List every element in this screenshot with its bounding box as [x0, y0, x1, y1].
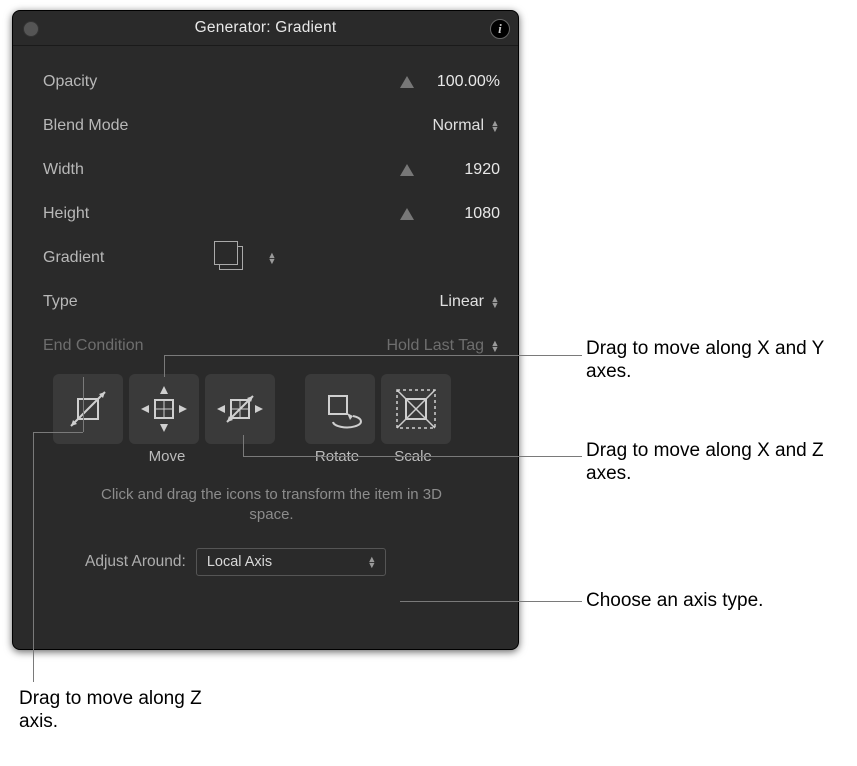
chevron-updown-icon [367, 556, 377, 568]
rotate-icon [313, 382, 367, 436]
opacity-row: Opacity 100.00% [43, 60, 500, 104]
width-slider[interactable] [400, 164, 414, 176]
blend-mode-row: Blend Mode Normal [43, 104, 500, 148]
leader-line [83, 377, 84, 432]
end-condition-label: End Condition [43, 337, 223, 355]
panel-title: Generator: Gradient [195, 19, 337, 37]
adjust-around-select[interactable]: Local Axis [196, 548, 386, 576]
titlebar: Generator: Gradient i [13, 11, 518, 46]
leader-line [164, 355, 165, 377]
adjust-around-label: Adjust Around: [85, 553, 186, 571]
move-label: Move [129, 448, 205, 465]
move-z-tool[interactable] [53, 374, 123, 444]
leader-line [243, 435, 244, 456]
move-xz-tool[interactable] [205, 374, 275, 444]
scale-icon [389, 382, 443, 436]
callout-move-xz: Drag to move along X and Z axes. [586, 440, 857, 486]
gradient-row: Gradient [43, 236, 500, 280]
blend-mode-value: Normal [432, 117, 484, 135]
leader-line [33, 432, 83, 433]
adjust-around-value: Local Axis [207, 554, 272, 570]
close-button[interactable] [23, 21, 39, 37]
opacity-value[interactable]: 100.00% [424, 73, 500, 91]
type-popup[interactable]: Linear [440, 293, 500, 311]
end-condition-popup: Hold Last Tag [386, 337, 500, 355]
end-condition-row: End Condition Hold Last Tag [43, 324, 500, 368]
callout-move-z: Drag to move along Z axis. [19, 688, 239, 734]
type-value: Linear [440, 293, 484, 311]
chevron-updown-icon [490, 120, 500, 132]
chevron-updown-icon [490, 296, 500, 308]
move-xy-icon [137, 382, 191, 436]
leader-line [33, 432, 34, 682]
move-xy-tool[interactable] [129, 374, 199, 444]
callout-axis-type: Choose an axis type. [586, 590, 763, 613]
rotate-tool[interactable] [305, 374, 375, 444]
leader-line [164, 355, 582, 356]
move-z-icon [61, 382, 115, 436]
blend-mode-popup[interactable]: Normal [432, 117, 500, 135]
width-label: Width [43, 161, 223, 179]
leader-line [400, 601, 582, 602]
height-slider[interactable] [400, 208, 414, 220]
height-label: Height [43, 205, 223, 223]
transform-tools [53, 374, 500, 444]
end-condition-value: Hold Last Tag [386, 337, 484, 355]
callout-move-xy: Drag to move along X and Y axes. [586, 338, 857, 384]
info-icon[interactable]: i [490, 19, 510, 39]
move-xz-icon [213, 382, 267, 436]
width-row: Width 1920 [43, 148, 500, 192]
inspector-panel: Generator: Gradient i Opacity 100.00% Bl… [12, 10, 519, 650]
width-value[interactable]: 1920 [424, 161, 500, 179]
adjust-around-row: Adjust Around: Local Axis [85, 548, 500, 576]
height-value[interactable]: 1080 [424, 205, 500, 223]
opacity-slider[interactable] [400, 76, 414, 88]
transform-hint: Click and drag the icons to transform th… [92, 485, 452, 526]
leader-line [243, 456, 582, 457]
gradient-popup-chevron-icon[interactable] [267, 252, 277, 264]
blend-mode-label: Blend Mode [43, 117, 223, 135]
opacity-label: Opacity [43, 73, 223, 91]
type-row: Type Linear [43, 280, 500, 324]
height-row: Height 1080 [43, 192, 500, 236]
chevron-updown-icon [490, 340, 500, 352]
scale-tool[interactable] [381, 374, 451, 444]
gradient-label: Gradient [43, 249, 223, 267]
type-label: Type [43, 293, 223, 311]
gradient-well-icon[interactable] [219, 246, 243, 270]
